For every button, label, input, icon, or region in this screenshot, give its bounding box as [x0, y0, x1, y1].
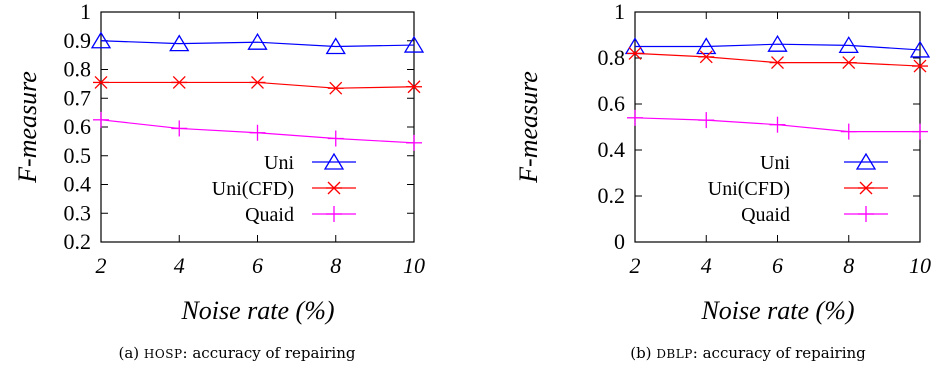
panel-a-ytick-label: 0.9: [64, 28, 92, 53]
panel-b-legend-label: Uni(CFD): [708, 178, 790, 200]
panel-a-ylabel: F-measure: [13, 71, 42, 184]
panel-a-series-uni-point: [325, 37, 346, 55]
panel-a-series-uni: [90, 31, 425, 55]
panel-b-legend-entry: Uni: [760, 152, 888, 174]
panel-b-series-quaid-point: [698, 112, 715, 129]
panel-b-xtick-label: 4: [701, 253, 712, 278]
panel-b: F-measure Noise rate (%) (b) DBLP: accur…: [514, 71, 866, 362]
panel-b-series-quaid: [627, 109, 928, 140]
panel-b-series-uni-cfd-point: [698, 50, 715, 64]
plots: 0.20.30.40.50.60.70.80.912 4 6 8 10UniUni(CF…: [64, 0, 932, 278]
panel-b-series-quaid-point: [769, 116, 786, 133]
panel-a-series-quaid: [93, 111, 422, 151]
panel-a-ytick-label: 0.5: [64, 143, 92, 168]
panel-b-ytick-label: 0.2: [598, 183, 626, 208]
panel-a-legend-label: Quaid: [245, 204, 294, 226]
panel-a-ytick-label: 0.3: [64, 200, 92, 225]
panel-a-series-uni-line: [100, 40, 415, 48]
panel-a-series-uni-point: [247, 32, 268, 50]
panel-b-series-quaid-point: [912, 123, 928, 140]
panel-b-xtick-label: 2: [630, 253, 641, 278]
panel-b-ytick-label: 0.6: [598, 91, 626, 116]
panel-b-legend-marker: [858, 206, 874, 222]
panel-a-series-quaid-point: [249, 124, 266, 141]
panel-b-legend-entry: Quaid: [741, 204, 888, 226]
panel-b-series-uni-point: [696, 37, 717, 55]
panel-b-legend-label: Uni: [760, 152, 790, 174]
panel-a-xtick-label: 2: [96, 253, 107, 278]
panel-a-plot: 0.2 0.3 0.4 0.5 0.6 0.7 0.8 0.9 1 2 4 6 8 10 Uni Uni(CF…: [64, 0, 426, 278]
panel-a-series-uni-cfd-point: [327, 81, 344, 95]
panel-b-series-uni-cfd-point: [912, 59, 928, 73]
panel-b-series-uni-cfd-point: [840, 56, 857, 70]
panel-a-series-quaid-point: [406, 134, 422, 151]
panel-a-ytick-label: 0.8: [64, 57, 92, 82]
panel-b-xtick-label: 10: [909, 253, 931, 278]
panel-b-series-uni-point: [909, 40, 931, 58]
panel-b-ylabel: F-measure: [514, 71, 543, 184]
panel-a-ytick-label: 0.4: [64, 172, 92, 197]
panel-a-series-quaid-point: [327, 130, 344, 147]
panel-a-xtick-label: 8: [330, 253, 341, 278]
panel-b-ytick-label: 0: [614, 229, 625, 254]
panel-b-series-quaid-point: [627, 109, 643, 126]
panel-a-caption-label: (a): [118, 344, 139, 362]
panel-b-xtick-label: 8: [843, 253, 854, 278]
panel-b-legend-marker: [858, 181, 874, 195]
panel-b-series-uni-line: [635, 43, 921, 51]
panel-a-ytick-label: 1: [80, 0, 91, 24]
panel-b-xtick-label: 6: [772, 253, 783, 278]
panel-b-ytick-label: 0.8: [598, 45, 626, 70]
panel-a-legend-entry: Uni(CFD): [212, 178, 356, 200]
panel-a-series-uni-point: [169, 34, 190, 52]
panel-b-ytick-label: 1: [614, 0, 625, 24]
panel-b-caption: (b) DBLP: accuracy of repairing: [630, 344, 866, 362]
panel-a-legend-entry: Uni: [264, 152, 356, 174]
panel-a-series-uni-point: [403, 35, 425, 53]
panel-a-series-uni-cfd-point: [406, 80, 422, 94]
panel-a-legend-label: Uni: [264, 152, 294, 174]
panel-b-ytick-label: 0.4: [598, 137, 626, 162]
panel-b-series-uni-cfd-point: [627, 46, 643, 60]
panel-b-series-uni-cfd-point: [769, 56, 786, 70]
panel-a-series-quaid-point: [93, 111, 109, 128]
panel-a-legend-label: Uni(CFD): [212, 178, 294, 200]
panel-b-series-uni: [624, 34, 931, 58]
panel-a-series-uni-cfd-point: [171, 75, 188, 89]
panel-b-series-uni-point: [838, 36, 859, 53]
panel-a-ytick-label: 0.2: [64, 229, 92, 254]
panel-a-legend-marker: [326, 206, 342, 222]
panel-a: F-measure Noise rate (%) (a) HOSP: accur…: [13, 71, 356, 362]
panel-a-series-uni-cfd-point: [93, 75, 109, 89]
panel-a-xtick-label: 10: [403, 253, 425, 278]
panel-a-xtick-label: 4: [174, 253, 185, 278]
panel-a-caption: (a) HOSP: accuracy of repairing: [118, 344, 355, 362]
panel-b-series-uni-cfd: [627, 46, 928, 73]
panel-b-caption-label: (b): [630, 344, 651, 362]
panel-b-series-quaid-point: [840, 123, 857, 140]
panel-a-series-quaid-point: [171, 120, 188, 137]
panel-a-xlabel: Noise rate (%): [180, 296, 334, 325]
panel-b-caption-text: : accuracy of repairing: [693, 344, 866, 362]
panel-a-ytick-label: 0.6: [64, 114, 92, 139]
panel-a-legend-entry: Quaid: [245, 204, 356, 226]
panel-b-series-uni-point: [767, 34, 788, 52]
panel-b-caption-dataset: DBLP: [656, 347, 692, 361]
panel-b-xlabel: Noise rate (%): [700, 296, 854, 325]
panel-a-legend-marker: [323, 152, 345, 170]
panel-b-series-uni-cfd-line: [634, 52, 921, 67]
panel-b-legend-entry: Uni(CFD): [708, 178, 888, 200]
panel-a-caption-dataset: HOSP: [144, 347, 183, 361]
panel-a-series-uni-cfd: [93, 75, 422, 95]
panel-a-ytick-label: 0.7: [64, 85, 92, 110]
panel-b-legend-label: Quaid: [741, 204, 790, 226]
panel-a-caption-text: : accuracy of repairing: [183, 344, 356, 362]
panel-a-series-uni-cfd-point: [249, 75, 266, 89]
panel-a-series-uni-point: [90, 31, 112, 49]
panel-b-legend-marker: [855, 152, 877, 170]
panel-a-legend-marker: [326, 181, 342, 195]
panel-b-plot: 0 0.2 0.4 0.6 0.8 1 2 4 6 8 10 Uni Uni(CFD) Quaid: [598, 0, 932, 278]
panel-a-xtick-label: 6: [252, 253, 263, 278]
